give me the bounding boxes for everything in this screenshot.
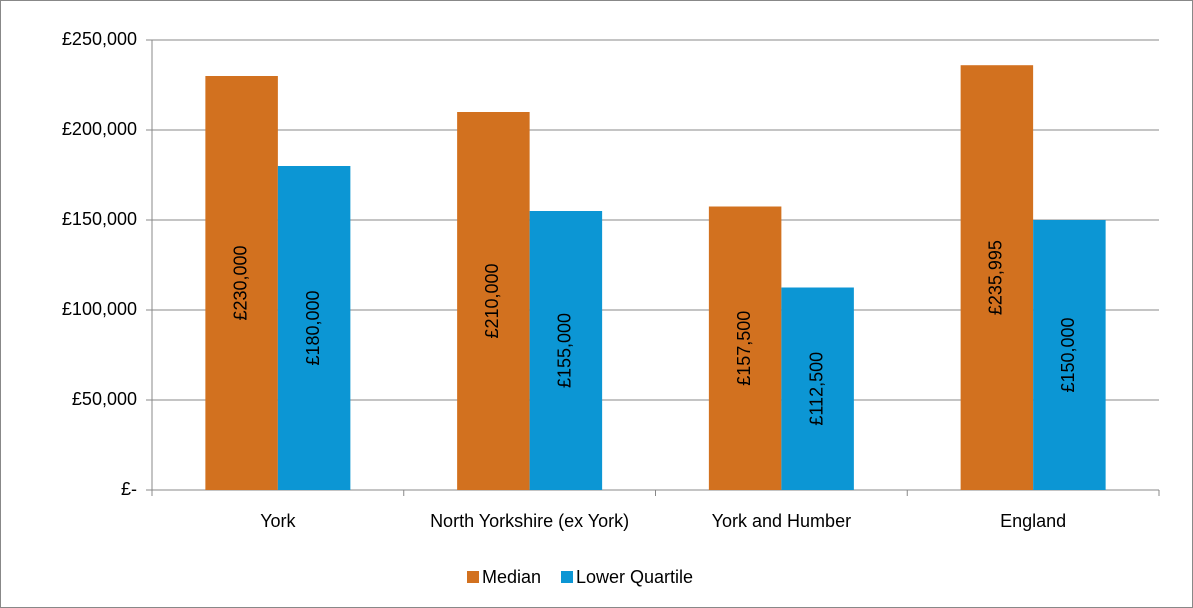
bar bbox=[277, 166, 351, 490]
value-label: £230,000 bbox=[230, 245, 250, 320]
y-tick-label: £150,000 bbox=[62, 209, 137, 229]
value-label: £157,500 bbox=[734, 311, 754, 386]
y-tick-label: £200,000 bbox=[62, 119, 137, 139]
x-tick-label: North Yorkshire (ex York) bbox=[430, 511, 629, 531]
value-label: £180,000 bbox=[303, 290, 323, 365]
bar bbox=[781, 287, 854, 490]
bar bbox=[708, 206, 782, 490]
legend-label: Median bbox=[482, 567, 541, 587]
x-tick-label: England bbox=[1000, 511, 1066, 531]
bar bbox=[529, 211, 603, 490]
y-tick-label: £- bbox=[121, 479, 137, 499]
bar bbox=[205, 76, 278, 490]
x-tick-label: York bbox=[260, 511, 296, 531]
y-tick-label: £50,000 bbox=[72, 389, 137, 409]
value-label: £112,500 bbox=[806, 352, 826, 426]
bar bbox=[960, 65, 1034, 491]
bar bbox=[1033, 220, 1106, 490]
legend-label: Lower Quartile bbox=[576, 567, 693, 587]
y-tick-label: £250,000 bbox=[62, 29, 137, 49]
legend-swatch bbox=[561, 571, 573, 583]
value-label: £210,000 bbox=[482, 263, 502, 338]
value-label: £155,000 bbox=[555, 313, 575, 388]
value-label: £235,995 bbox=[986, 240, 1006, 315]
value-label: £150,000 bbox=[1058, 317, 1078, 392]
x-tick-label: York and Humber bbox=[712, 511, 851, 531]
legend-swatch bbox=[467, 571, 479, 583]
y-tick-label: £100,000 bbox=[62, 299, 137, 319]
bar bbox=[457, 112, 530, 490]
